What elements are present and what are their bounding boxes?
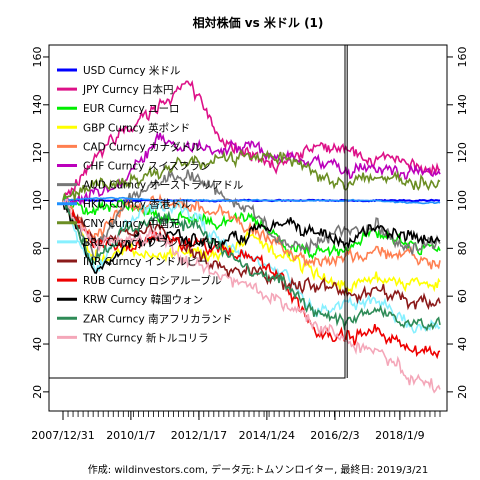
legend-label: INR Curncy インドルピー xyxy=(83,256,208,268)
x-tick-label: 2016/2/3 xyxy=(310,429,359,442)
legend-label: CNY Curncy 中国元 xyxy=(83,217,180,230)
y-tick-label-left: 20 xyxy=(31,385,44,399)
legend-label: KRW Curncy 韓国ウォン xyxy=(83,294,203,306)
series-line-try xyxy=(62,198,441,394)
y-tick-label-right: 20 xyxy=(456,385,469,399)
series-line-zar xyxy=(62,200,441,332)
legend-box xyxy=(48,44,346,379)
legend-label: JPY Curncy 日本円 xyxy=(82,83,174,96)
y-tick-label-left: 60 xyxy=(31,289,44,303)
y-tick-label-right: 160 xyxy=(456,46,469,67)
y-tick-label-right: 80 xyxy=(456,241,469,255)
y-tick-label-right: 60 xyxy=(456,289,469,303)
y-tick-label-left: 140 xyxy=(31,94,44,115)
x-tick-label: 2010/1/7 xyxy=(106,429,155,442)
legend-label: GBP Curncy 英ポンド xyxy=(83,121,190,134)
y-tick-label-right: 120 xyxy=(456,142,469,163)
y-tick-label-left: 40 xyxy=(31,337,44,351)
legend-label: TRY Curncy 新トルコリラ xyxy=(82,331,209,344)
legend-label: EUR Curncy ユーロ xyxy=(83,103,180,115)
y-tick-label-right: 140 xyxy=(456,94,469,115)
series-line-cad xyxy=(62,193,441,270)
y-tick-label-left: 120 xyxy=(31,142,44,163)
chart-footer: 作成: wildinvestors.com, データ元:トムソンロイター, 最終… xyxy=(88,463,428,476)
y-tick-label-right: 40 xyxy=(456,337,469,351)
chart-title: 相対株価 vs 米ドル (1) xyxy=(193,15,324,30)
x-tick-label: 2014/1/24 xyxy=(239,429,295,442)
series-line-cny xyxy=(62,148,441,201)
series-line-eur xyxy=(62,194,441,260)
legend-label: HKD Curncy 香港ドル xyxy=(83,199,191,211)
y-axis-right: 20 40 60 80 100 120 140 160 xyxy=(446,46,469,399)
legend-label: ZAR Curncy 南アフリカランド xyxy=(83,312,232,325)
y-tick-label-left: 100 xyxy=(31,190,44,211)
y-axis-left: 20 40 60 80 100 120 140 160 xyxy=(31,46,50,399)
y-tick-label-left: 80 xyxy=(31,241,44,255)
series-line-gbp xyxy=(62,200,441,294)
series-line-brl xyxy=(62,200,441,334)
legend: USD Curncy 米ドル JPY Curncy 日本円 EUR Curncy ユ… xyxy=(48,44,346,379)
series-line-hkd xyxy=(62,196,441,205)
legend-label: USD Curncy 米ドル xyxy=(83,64,180,77)
series-line-jpy xyxy=(62,79,441,202)
series-lines xyxy=(62,79,441,394)
legend-label: AUD Curncy オーストラリアドル xyxy=(83,180,243,192)
legend-label: BRL Curncy ブラジルレアル xyxy=(83,236,220,249)
series-line-krw xyxy=(62,200,441,274)
x-axis: 2007/12/31 2010/1/7 2012/1/17 2014/1/24 2016… xyxy=(31,411,441,442)
x-tick-label: 2012/1/17 xyxy=(171,429,227,442)
legend-label: CHF Curncy スイスフラン xyxy=(83,161,210,173)
x-tick-label: 2018/1/9 xyxy=(375,429,424,442)
legend-label: RUB Curncy ロシアルーブル xyxy=(83,274,221,287)
y-tick-label-left: 160 xyxy=(31,46,44,67)
x-tick-label: 2007/12/31 xyxy=(31,429,94,442)
legend-label: CAD Curncy カナダドル xyxy=(83,140,202,153)
series-line-aud xyxy=(62,169,441,262)
y-tick-label-right: 100 xyxy=(456,190,469,211)
